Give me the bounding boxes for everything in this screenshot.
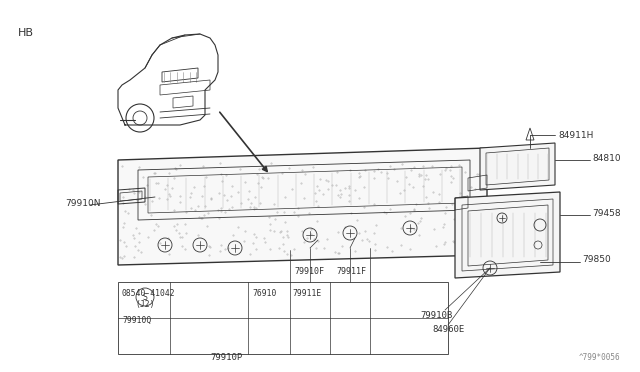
Text: 76910: 76910 (252, 289, 276, 298)
Text: 84911H: 84911H (558, 131, 593, 140)
Text: 79458: 79458 (592, 208, 621, 218)
Text: 79911F: 79911F (336, 267, 366, 276)
Text: 79910P: 79910P (210, 353, 243, 362)
Text: 79910F: 79910F (294, 267, 324, 276)
Text: HB: HB (18, 28, 34, 38)
Text: 79911E: 79911E (292, 289, 321, 298)
Text: 08540-41042: 08540-41042 (122, 289, 175, 298)
Text: (J2): (J2) (135, 301, 154, 310)
Text: 79910B: 79910B (420, 311, 452, 320)
Polygon shape (480, 143, 555, 190)
Text: 79910Q: 79910Q (122, 315, 151, 324)
Polygon shape (118, 148, 487, 265)
Bar (118, 282, 448, 354)
Text: 79910N: 79910N (65, 199, 100, 208)
Text: ^799*0056: ^799*0056 (579, 353, 620, 362)
Text: S: S (143, 292, 147, 301)
Text: 84810: 84810 (592, 154, 621, 163)
Polygon shape (455, 192, 560, 278)
Text: 79850: 79850 (582, 256, 611, 264)
Text: 84960E: 84960E (432, 326, 464, 334)
